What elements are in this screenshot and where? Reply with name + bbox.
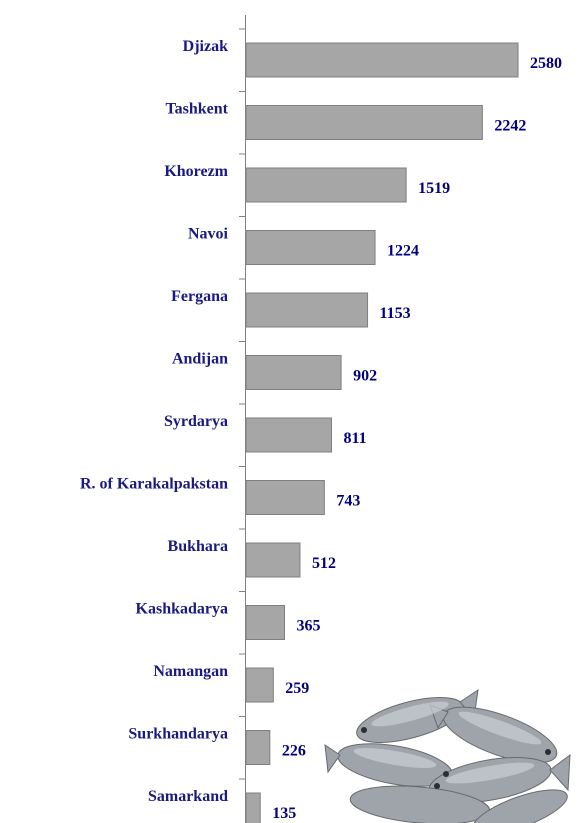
category-label: Navoi (188, 226, 229, 243)
category-label: Surkhandarya (128, 726, 228, 743)
bar (245, 792, 261, 823)
category-label: Tashkent (165, 101, 228, 118)
value-label: 512 (312, 555, 336, 572)
value-label: 811 (344, 430, 367, 447)
category-label: Fergana (171, 288, 228, 305)
value-label: 365 (296, 618, 320, 635)
value-label: 259 (285, 680, 309, 697)
bar (245, 42, 519, 78)
category-label: Samarkand (148, 788, 228, 805)
bar (245, 480, 325, 515)
bar (245, 417, 333, 453)
value-label: 1519 (418, 180, 450, 197)
value-label: 1153 (380, 305, 411, 322)
bar (245, 167, 407, 203)
bar (245, 105, 483, 140)
category-label: Andijan (172, 351, 228, 368)
value-label: 226 (282, 743, 306, 760)
category-label: Djizak (183, 38, 228, 55)
bar (245, 230, 376, 265)
category-label: Syrdarya (164, 413, 228, 430)
bar (245, 667, 274, 703)
category-label: R. of Karakalpakstan (80, 476, 228, 493)
category-label: Khorezm (164, 163, 228, 180)
bar (245, 542, 301, 578)
bar (245, 355, 342, 390)
value-label: 743 (336, 493, 360, 510)
category-label: Bukhara (168, 538, 228, 555)
value-label: 1224 (387, 243, 419, 260)
bar (245, 730, 271, 765)
category-label: Kashkadarya (136, 601, 228, 618)
category-label: Namangan (153, 663, 228, 680)
value-label: 135 (272, 805, 296, 822)
bar (245, 292, 369, 328)
value-label: 2580 (530, 55, 562, 72)
value-label: 2242 (494, 118, 526, 135)
bar (245, 605, 285, 640)
fish-illustration (324, 688, 571, 823)
value-label: 902 (353, 368, 377, 385)
